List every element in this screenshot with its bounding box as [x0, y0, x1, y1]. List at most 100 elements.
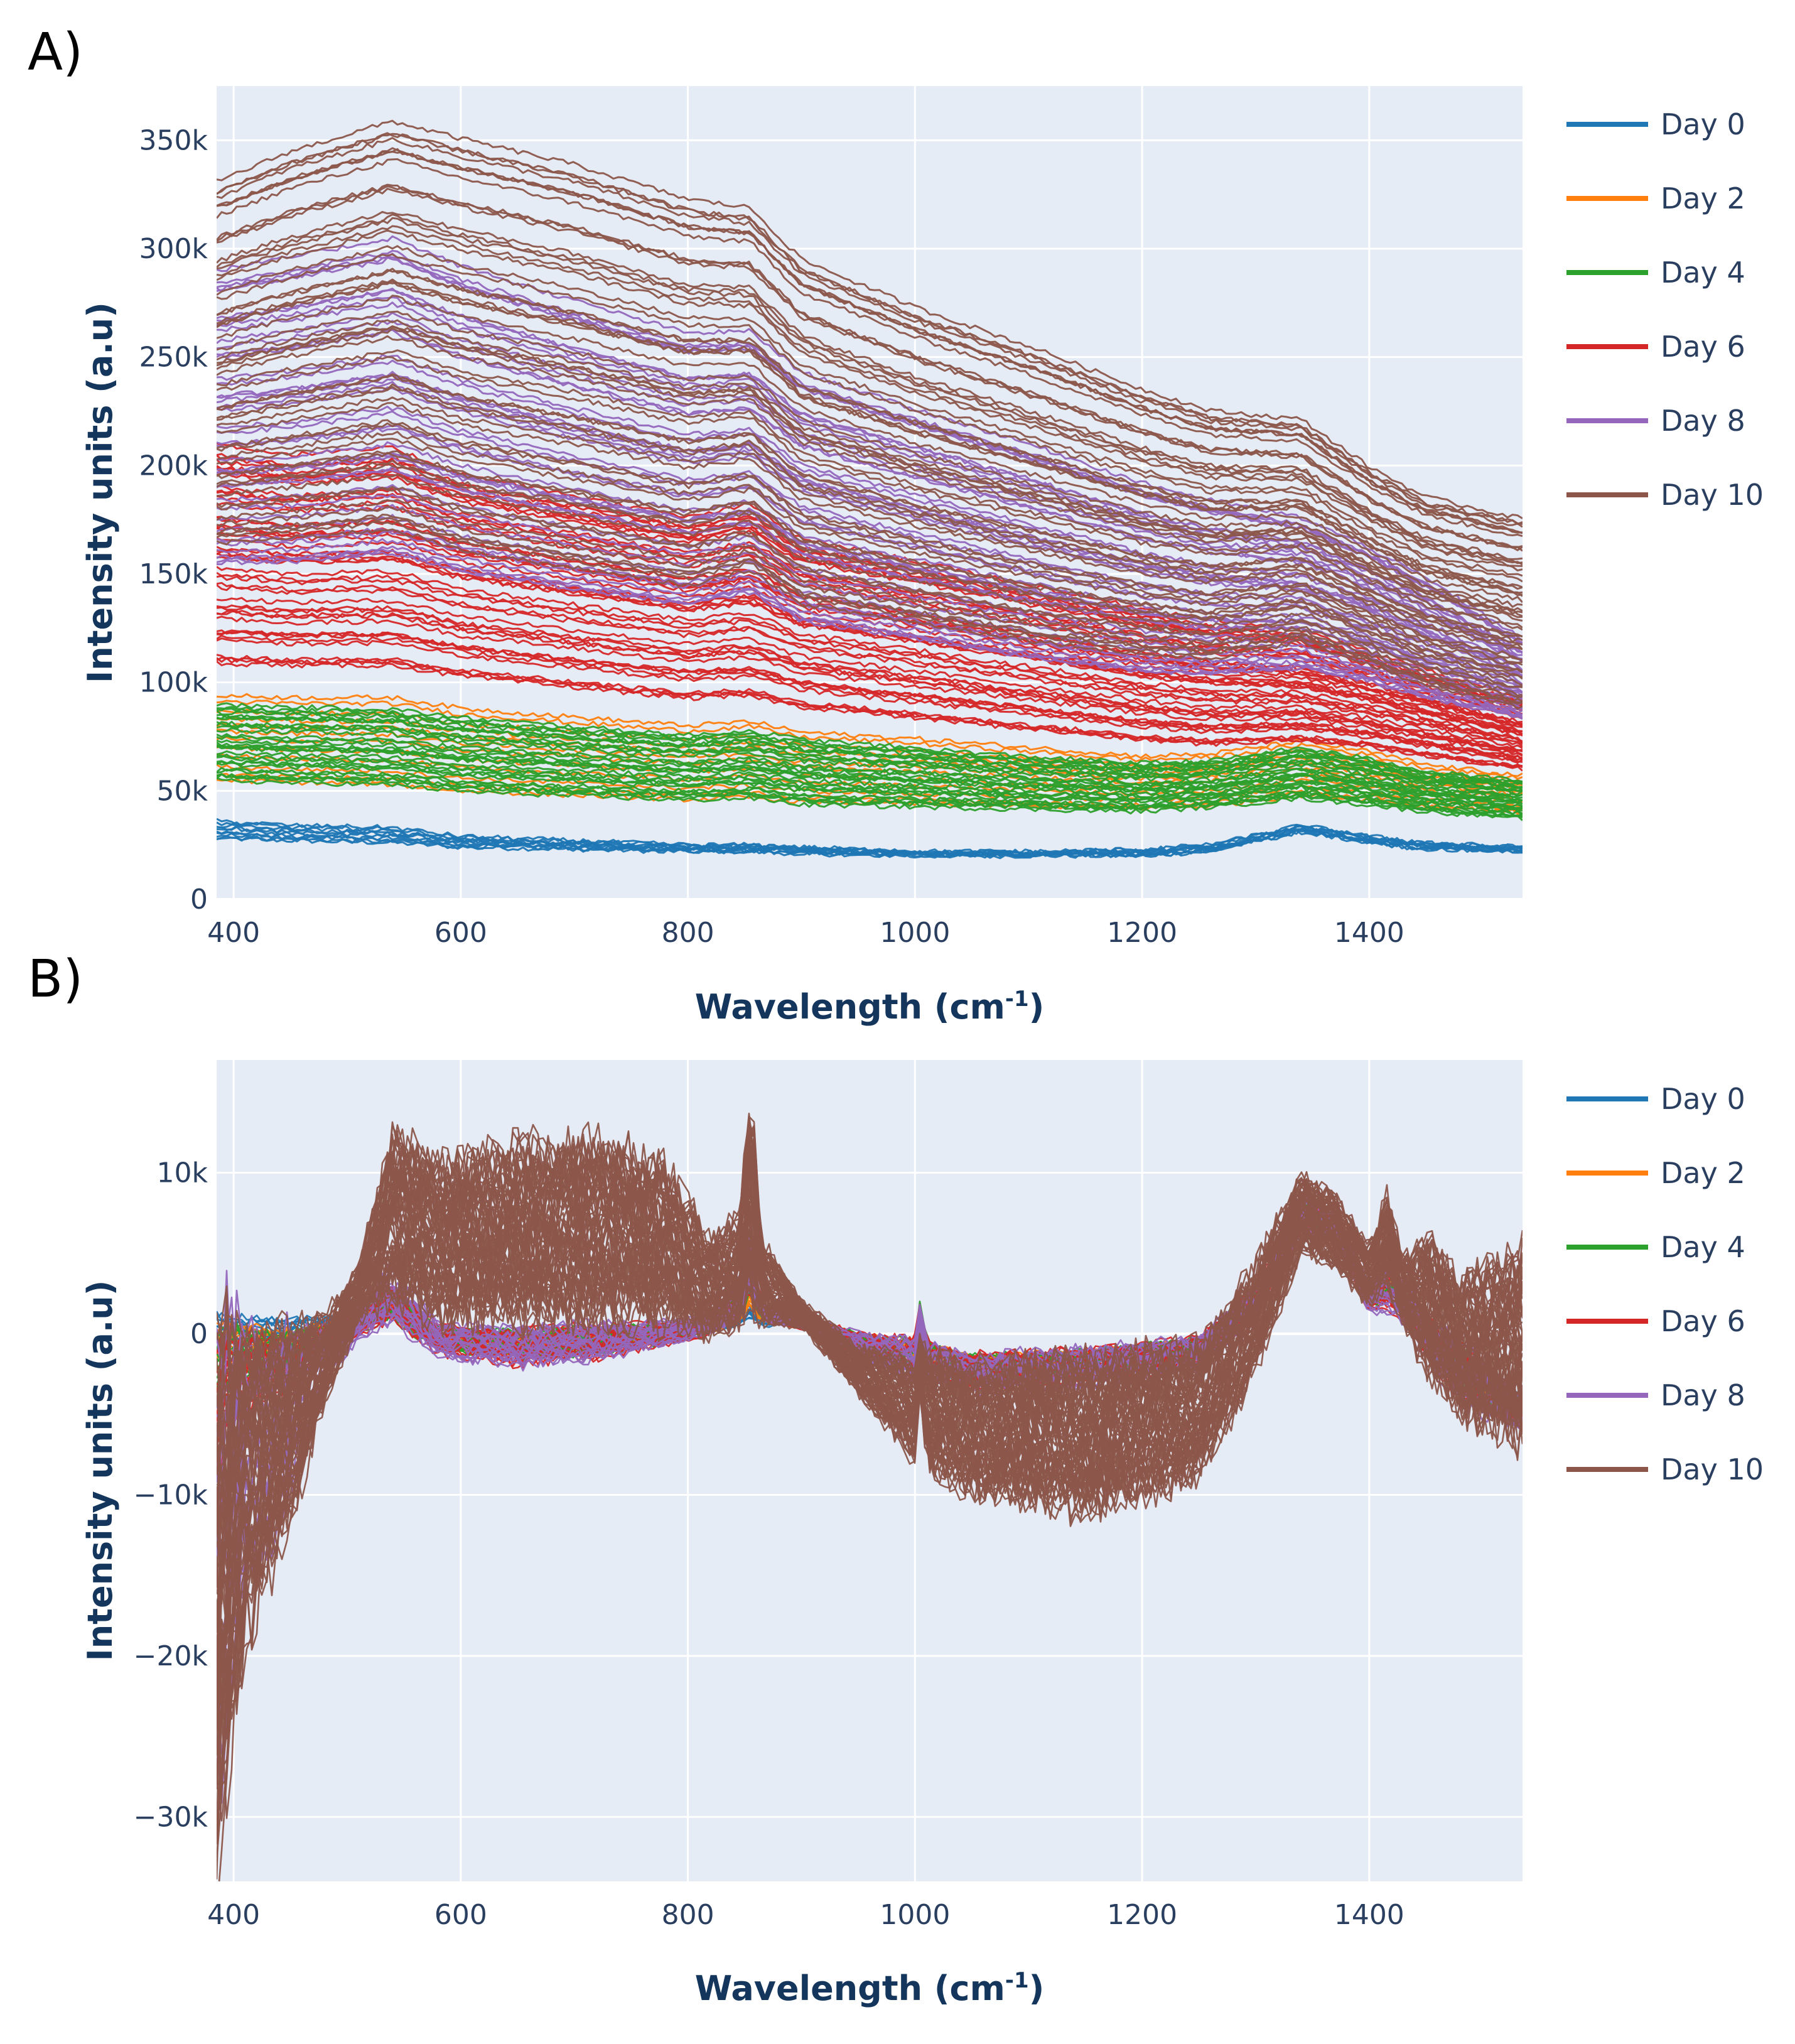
series-line — [217, 402, 1523, 651]
legend-item-day-10[interactable]: Day 10 — [1566, 1452, 1764, 1486]
series-line — [217, 527, 1523, 714]
x-tick-label: 1000 — [880, 1899, 950, 1931]
series-line — [217, 487, 1523, 688]
legend-item-day-8[interactable]: Day 8 — [1566, 404, 1745, 438]
series-line — [217, 356, 1523, 631]
y-tick-label: 0 — [190, 884, 208, 916]
x-tick-label: 600 — [434, 917, 487, 949]
series-line — [217, 245, 1523, 577]
legend-label: Day 10 — [1661, 478, 1764, 512]
series-line — [217, 374, 1523, 637]
series-line — [217, 335, 1523, 622]
series-line — [217, 310, 1523, 608]
legend-item-day-2[interactable]: Day 2 — [1566, 181, 1745, 215]
legend-item-day-4[interactable]: Day 4 — [1566, 256, 1745, 289]
y-tick-label: 200k — [139, 450, 208, 482]
legend-label: Day 8 — [1661, 1378, 1745, 1412]
series-line — [217, 581, 1523, 745]
legend-item-day-2[interactable]: Day 2 — [1566, 1156, 1745, 1190]
x-tick-label: 800 — [662, 917, 714, 949]
legend-label: Day 4 — [1661, 1230, 1745, 1264]
series-line — [217, 654, 1523, 769]
series-line — [217, 450, 1523, 673]
y-tick-label: 250k — [139, 342, 208, 374]
series-line — [217, 706, 1523, 785]
series-line — [217, 514, 1523, 711]
series-line — [217, 396, 1523, 651]
y-tick-label: 0 — [190, 1318, 208, 1350]
legend-item-day-6[interactable]: Day 6 — [1566, 1304, 1745, 1338]
legend-item-day-4[interactable]: Day 4 — [1566, 1230, 1745, 1264]
y-tick-label: 10k — [157, 1157, 208, 1189]
series-line — [217, 441, 1523, 693]
legend-item-day-0[interactable]: Day 0 — [1566, 1082, 1745, 1116]
series-day-10 — [217, 1112, 1523, 1881]
y-tick-label: 100k — [139, 667, 208, 699]
x-tick-label: 800 — [662, 1899, 714, 1931]
x-tick-label: 400 — [207, 917, 260, 949]
y-axis-title: Intensity units (a.u) — [80, 1280, 120, 1662]
legend[interactable]: Day 0 Day 2 Day 4 Day 6 Day 8 Day 10 — [1566, 1082, 1764, 1486]
series-line — [217, 214, 1523, 565]
x-tick-label: 600 — [434, 1899, 487, 1931]
legend[interactable]: Day 0 Day 2 Day 4 Day 6 Day 8 Day 10 — [1566, 107, 1764, 512]
legend-label: Day 6 — [1661, 330, 1745, 364]
series-line — [217, 548, 1523, 720]
series-line — [217, 484, 1523, 703]
series-line — [217, 575, 1523, 744]
x-tick-label: 1400 — [1334, 917, 1404, 949]
series-line — [217, 499, 1523, 697]
series-day-0 — [217, 818, 1523, 860]
series-line — [217, 349, 1523, 629]
x-tick-label: 1200 — [1107, 917, 1177, 949]
legend-item-day-0[interactable]: Day 0 — [1566, 107, 1745, 141]
legend-label: Day 10 — [1661, 1452, 1764, 1486]
series-line — [217, 132, 1523, 525]
series-line — [217, 359, 1523, 673]
series-line — [217, 1121, 1523, 1418]
legend-item-day-10[interactable]: Day 10 — [1566, 478, 1764, 512]
panel-label-b: B) — [28, 949, 84, 1009]
series-line — [217, 504, 1523, 710]
series-line — [217, 584, 1523, 748]
series-line — [217, 551, 1523, 720]
series-line — [217, 278, 1523, 594]
y-axis-title: Intensity units (a.u) — [80, 302, 120, 683]
legend-label: Day 2 — [1661, 1156, 1745, 1190]
series-line — [217, 405, 1523, 685]
series-line — [217, 485, 1523, 688]
series-line — [217, 702, 1523, 783]
series-line — [217, 597, 1523, 749]
series-line — [217, 521, 1523, 705]
y-tick-label: −30k — [134, 1801, 208, 1833]
series-line — [217, 760, 1523, 811]
series-line — [217, 660, 1523, 772]
series-line — [217, 605, 1523, 752]
series-line — [217, 459, 1523, 678]
series-day-10 — [217, 119, 1523, 710]
x-tick-label: 1400 — [1334, 1899, 1404, 1931]
legend-label: Day 2 — [1661, 181, 1745, 215]
legend-item-day-6[interactable]: Day 6 — [1566, 330, 1745, 364]
series-day-4 — [217, 702, 1523, 821]
y-tick-label: −10k — [134, 1479, 208, 1511]
series-line — [217, 253, 1523, 583]
series-line — [217, 610, 1523, 756]
series-line — [217, 738, 1523, 799]
series-line — [217, 1118, 1523, 1493]
legend-item-day-8[interactable]: Day 8 — [1566, 1378, 1745, 1412]
series-line — [217, 319, 1523, 612]
series-line — [217, 269, 1523, 590]
series-line — [217, 1227, 1523, 1716]
series-line — [217, 637, 1523, 764]
x-axis-title: Wavelength (cm-1) — [695, 987, 1045, 1027]
series-line — [217, 188, 1523, 552]
series-line — [217, 502, 1523, 720]
series-line — [217, 281, 1523, 597]
series-line — [217, 710, 1523, 784]
series-line — [217, 354, 1523, 671]
series-line — [217, 438, 1523, 666]
y-tick-label: 150k — [139, 558, 208, 590]
series-line — [217, 720, 1523, 792]
series-line — [217, 183, 1523, 549]
